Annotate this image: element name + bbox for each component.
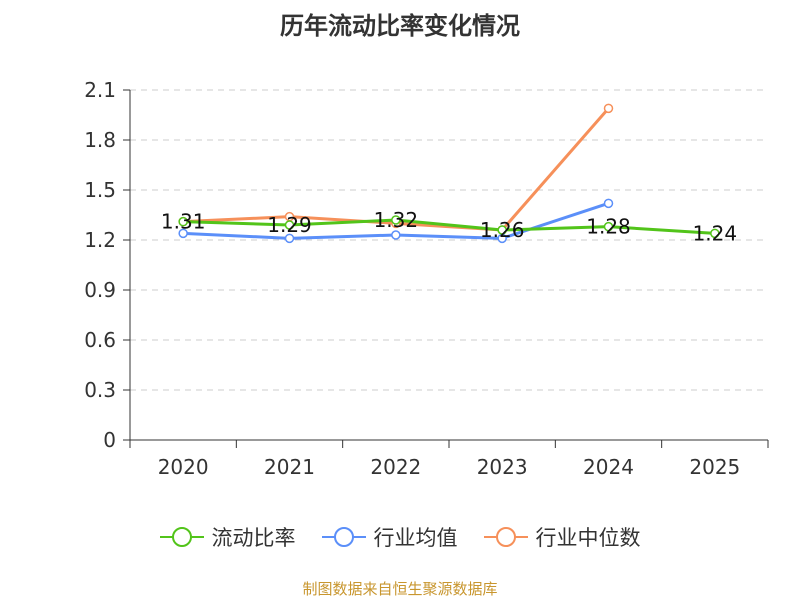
- x-tick-label: 2023: [477, 455, 528, 479]
- source-note: 制图数据来自恒生聚源数据库: [302, 580, 498, 598]
- legend-item-industry-median[interactable]: 行业中位数: [483, 522, 641, 552]
- axes: [123, 89, 769, 448]
- y-tick-label: 2.1: [84, 78, 116, 102]
- data-point-0-4: [603, 221, 614, 232]
- data-point-0-3: [497, 225, 507, 235]
- legend-label-industry-median: 行业中位数: [535, 526, 641, 550]
- data-label-current-ratio: 1.24: [693, 221, 738, 245]
- chart-title: 历年流动比率变化情况: [280, 12, 520, 40]
- legend-label-current-ratio: 流动比率: [211, 526, 296, 550]
- y-tick-label: 1.8: [84, 128, 116, 152]
- x-tick-label: 2024: [583, 455, 634, 479]
- labels: 0 0.3 0.6 0.9 1.2 1.5 1.8 2.1 2020 2021 2022 2023 20…: [84, 78, 740, 479]
- data-point-0-0: [178, 216, 188, 227]
- x-tick-label: 2022: [370, 455, 421, 479]
- data-point-2-4: [603, 103, 614, 114]
- data-point-0-2: [391, 215, 401, 225]
- y-tick-label: 0: [103, 428, 116, 452]
- y-tick-label: 1.2: [84, 228, 116, 252]
- y-tick-label: 0.3: [84, 378, 116, 402]
- y-tick-label: 0.6: [84, 328, 116, 352]
- series-line-0: [183, 218, 715, 235]
- data-label-current-ratio: 1.31: [161, 210, 206, 234]
- x-tick-label: 2020: [158, 455, 209, 479]
- legend-marker-industry-mean: [321, 527, 366, 547]
- legend-label-industry-mean: 行业均值: [373, 526, 458, 550]
- data-label-current-ratio: 1.32: [374, 208, 419, 232]
- legend-marker-current-ratio: [159, 527, 204, 547]
- y-tick-label: 0.9: [84, 278, 116, 302]
- series-points: [178, 103, 720, 244]
- gridlines: [130, 89, 768, 391]
- legend-item-industry-mean[interactable]: 行业均值: [321, 522, 458, 552]
- legend-marker-industry-median: [483, 527, 528, 547]
- x-tick-label: 2025: [689, 455, 740, 479]
- data-label-current-ratio: 1.29: [267, 213, 312, 237]
- data-point-1-1: [284, 233, 295, 244]
- data-point-0-5: [710, 228, 720, 239]
- legend-item-current-ratio[interactable]: 流动比率: [159, 522, 296, 552]
- data-point-1-0: [178, 228, 188, 239]
- data-point-0-1: [284, 220, 295, 230]
- legend: 流动比率 行业均值 行业中位数: [0, 520, 800, 554]
- data-label-current-ratio: 1.28: [586, 215, 631, 239]
- data-label-current-ratio: 1.26: [480, 218, 525, 242]
- x-tick-label: 2021: [264, 455, 315, 479]
- data-point-1-2: [391, 230, 401, 240]
- series-lines: [183, 107, 715, 240]
- y-tick-label: 1.5: [84, 178, 116, 202]
- data-point-1-4: [603, 198, 614, 209]
